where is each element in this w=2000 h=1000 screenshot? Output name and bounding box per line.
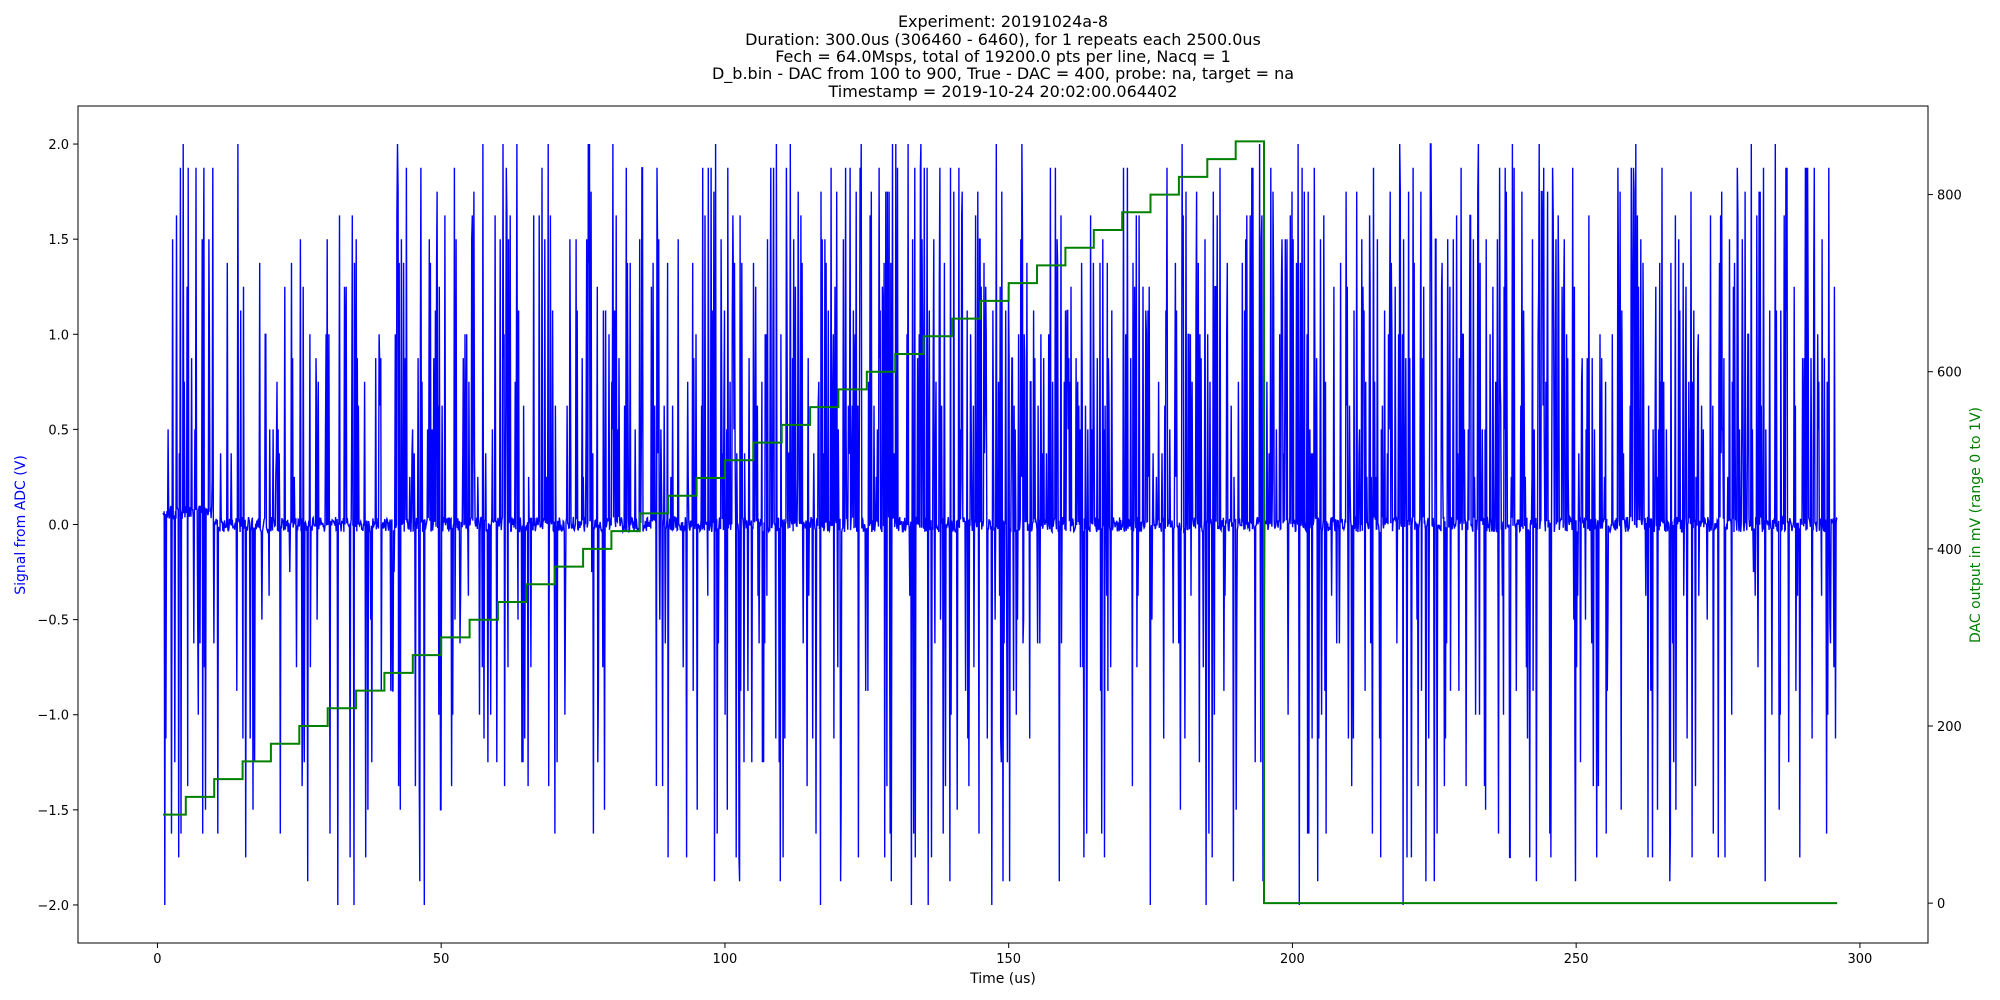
y-axis-left: Signal from ADC (V) 2.0 1.5 1.0 0.5 0.0 −0.5 −… — [13, 138, 78, 914]
y-right-tick-label: 200 — [1937, 720, 1962, 735]
title-line-5: Timestamp = 2019-10-24 20:02:00.064402 — [828, 82, 1178, 101]
x-axis: Time (us) 0 50 100 150 200 250 300 — [153, 943, 1872, 987]
y-left-tick-label: 0.5 — [48, 423, 69, 438]
x-tick-label: 200 — [1280, 952, 1305, 967]
y-right-tick-label: 600 — [1937, 366, 1962, 381]
adc-signal-line — [162, 143, 1838, 906]
y-right-tick-label: 400 — [1937, 543, 1962, 558]
y-right-tick-label: 800 — [1937, 189, 1962, 204]
dac-output-series — [163, 140, 1838, 905]
title-line-2: Duration: 300.0us (306460 - 6460), for 1… — [745, 30, 1261, 49]
y-axis-left-label: Signal from ADC (V) — [13, 455, 29, 595]
title-line-3: Fech = 64.0Msps, total of 19200.0 pts pe… — [775, 47, 1231, 66]
y-left-tick-label: 0.0 — [48, 519, 69, 534]
title-line-4: D_b.bin - DAC from 100 to 900, True - DA… — [712, 64, 1294, 84]
y-left-tick-label: −1.0 — [37, 709, 69, 724]
y-left-tick-label: 2.0 — [48, 138, 69, 153]
x-tick-label: 0 — [153, 952, 161, 967]
y-left-tick-label: 1.5 — [48, 233, 69, 248]
plot-area — [77, 105, 1929, 944]
y-right-tick-label: 0 — [1937, 897, 1945, 912]
title-line-1: Experiment: 20191024a-8 — [898, 12, 1108, 31]
x-tick-label: 300 — [1847, 952, 1872, 967]
x-axis-label: Time (us) — [969, 971, 1036, 987]
x-tick-label: 250 — [1564, 952, 1589, 967]
dac-step-line — [163, 140, 1838, 905]
x-tick-label: 50 — [433, 952, 450, 967]
y-left-tick-label: 1.0 — [48, 328, 69, 343]
adc-signal-series — [162, 143, 1838, 906]
y-left-tick-label: −0.5 — [37, 614, 69, 629]
y-left-tick-label: −1.5 — [37, 804, 69, 819]
chart-title: Experiment: 20191024a-8 Duration: 300.0u… — [712, 12, 1294, 101]
y-axis-right-label: DAC output in mV (range 0 to 1V) — [1968, 407, 1984, 643]
x-tick-label: 100 — [713, 952, 738, 967]
y-left-tick-label: −2.0 — [37, 899, 69, 914]
y-axis-right: DAC output in mV (range 0 to 1V) 800 600 4… — [1928, 189, 1984, 912]
x-tick-label: 150 — [996, 952, 1021, 967]
